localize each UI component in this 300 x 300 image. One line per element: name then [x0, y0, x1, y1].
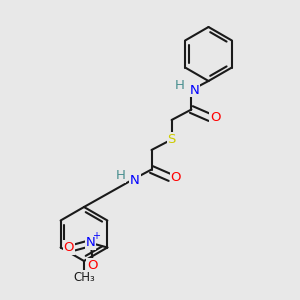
Text: O: O [170, 171, 181, 184]
Text: H: H [116, 169, 125, 182]
Text: O: O [64, 241, 74, 254]
Text: N: N [130, 173, 140, 187]
Text: CH₃: CH₃ [73, 271, 95, 284]
Text: O: O [210, 111, 220, 124]
Text: +: + [92, 231, 100, 242]
Text: N: N [86, 236, 96, 250]
Text: O: O [87, 259, 98, 272]
Text: N: N [190, 83, 199, 97]
Text: S: S [167, 133, 176, 146]
Text: H: H [175, 79, 185, 92]
